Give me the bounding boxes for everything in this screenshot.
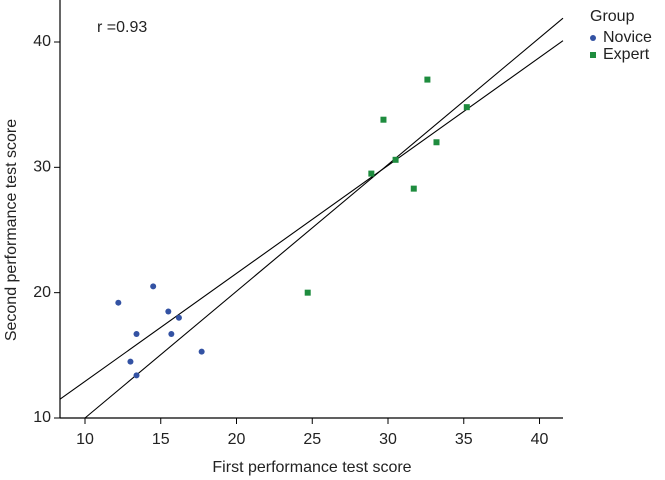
- point: [133, 372, 140, 379]
- point: [165, 308, 172, 315]
- annotation: r =0.93: [97, 19, 147, 36]
- legend-label: Expert: [603, 46, 650, 63]
- point: [150, 283, 157, 290]
- fit-line: [84, 17, 564, 419]
- y-axis-label: Second performance test score: [3, 119, 20, 341]
- x-tick-label: 35: [455, 431, 473, 448]
- legend-title: Group: [590, 8, 635, 25]
- point: [304, 289, 311, 296]
- point: [198, 348, 205, 355]
- legend-label: Novice: [603, 29, 652, 46]
- y-tick-label: 40: [33, 33, 51, 50]
- point: [133, 331, 140, 338]
- point: [115, 299, 122, 306]
- x-tick-label: 10: [76, 431, 94, 448]
- x-tick-label: 30: [379, 431, 397, 448]
- point: [127, 358, 134, 365]
- x-tick-label: 25: [303, 431, 321, 448]
- point: [424, 76, 431, 83]
- x-tick-label: 15: [152, 431, 170, 448]
- point: [392, 156, 399, 163]
- x-axis-label: First performance test score: [212, 459, 411, 476]
- point: [463, 104, 470, 111]
- point: [368, 170, 375, 177]
- y-tick-label: 10: [33, 409, 51, 426]
- legend-marker: [590, 52, 596, 58]
- x-tick-label: 20: [228, 431, 246, 448]
- fit-line: [59, 40, 564, 400]
- x-tick-label: 40: [531, 431, 549, 448]
- y-tick-label: 20: [33, 284, 51, 301]
- point: [175, 314, 182, 321]
- point: [433, 139, 440, 146]
- legend-marker: [590, 35, 596, 41]
- y-tick-label: 30: [33, 159, 51, 176]
- point: [380, 116, 387, 123]
- point: [168, 331, 175, 338]
- point: [410, 185, 417, 192]
